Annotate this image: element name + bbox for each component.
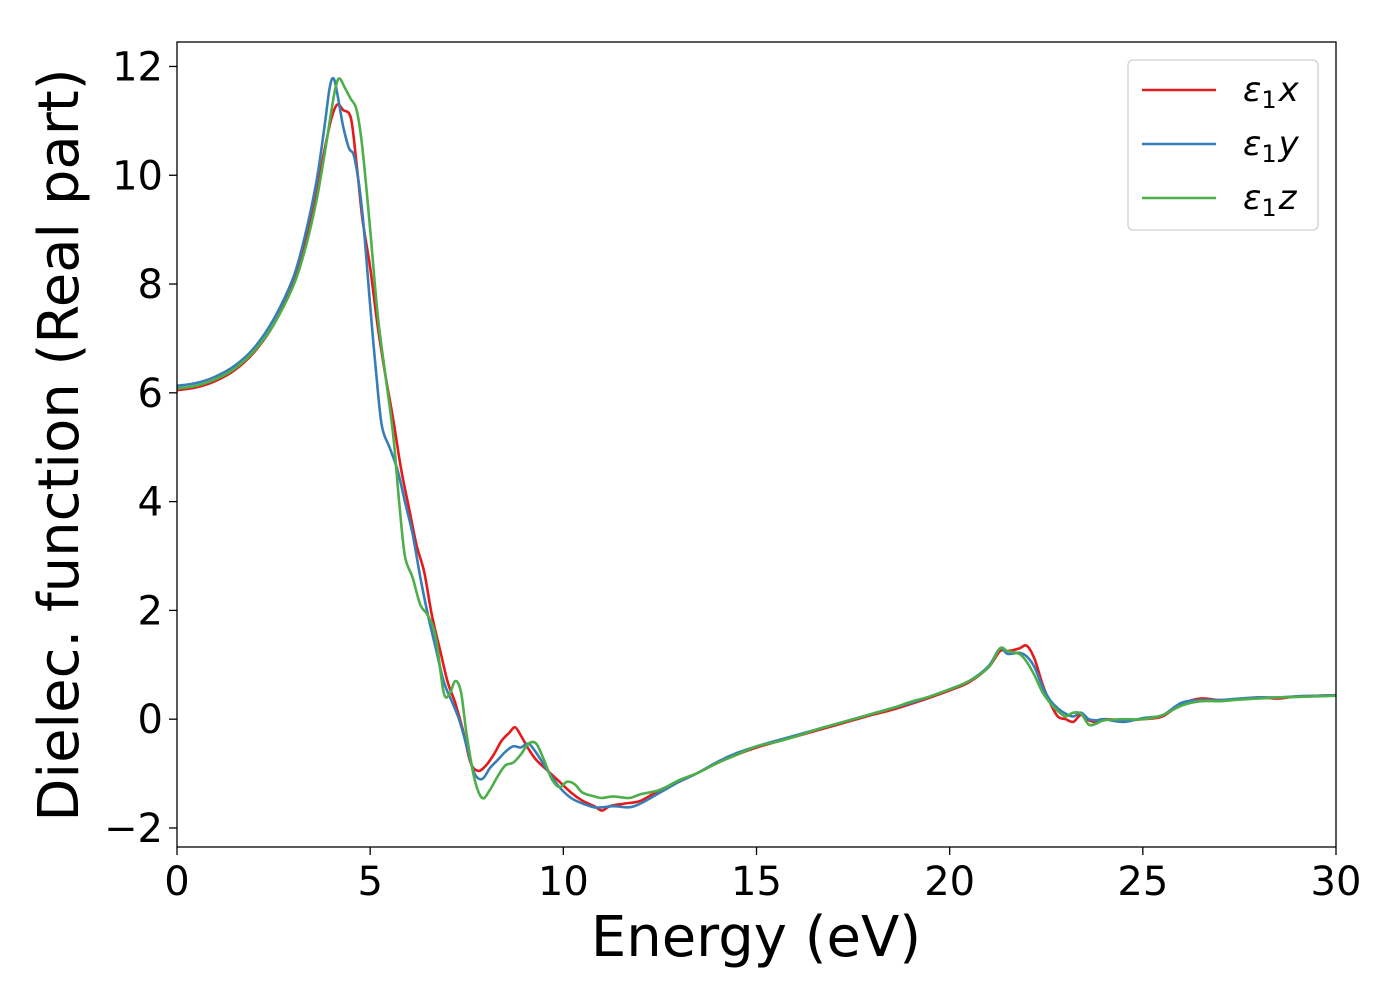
x-axis: 0 5 10 15 20 25 30 xyxy=(164,847,1361,905)
x-tick-label: 25 xyxy=(1117,859,1168,905)
x-tick-label: 30 xyxy=(1311,859,1362,905)
y-tick-label: 8 xyxy=(138,262,163,308)
legend-label-y: ε1y xyxy=(1243,124,1300,168)
y-axis: −2 0 2 4 6 8 10 12 xyxy=(104,44,177,852)
y-tick-label: 6 xyxy=(138,371,163,417)
legend-label-z: ε1z xyxy=(1243,178,1298,222)
y-axis-label: Dielec. function (Real part) xyxy=(27,68,92,821)
legend: ε1x ε1y ε1z xyxy=(1127,59,1319,231)
y-tick-label: 12 xyxy=(112,44,163,90)
y-tick-label: 4 xyxy=(138,480,163,526)
x-tick-label: 5 xyxy=(357,859,382,905)
legend-label-x: ε1x xyxy=(1243,70,1300,114)
legend-frame xyxy=(1127,59,1319,231)
x-tick-label: 15 xyxy=(731,859,782,905)
x-tick-label: 20 xyxy=(924,859,975,905)
series-layer xyxy=(177,76,1336,812)
x-axis-label: Energy (eV) xyxy=(591,905,921,970)
x-tick-label: 0 xyxy=(164,859,189,905)
series-line-z xyxy=(177,77,1336,800)
y-tick-label: 10 xyxy=(112,153,163,199)
y-tick-label: −2 xyxy=(104,806,163,852)
x-tick-label: 10 xyxy=(538,859,589,905)
y-tick-label: 2 xyxy=(138,588,163,634)
y-tick-label: 0 xyxy=(138,697,163,743)
